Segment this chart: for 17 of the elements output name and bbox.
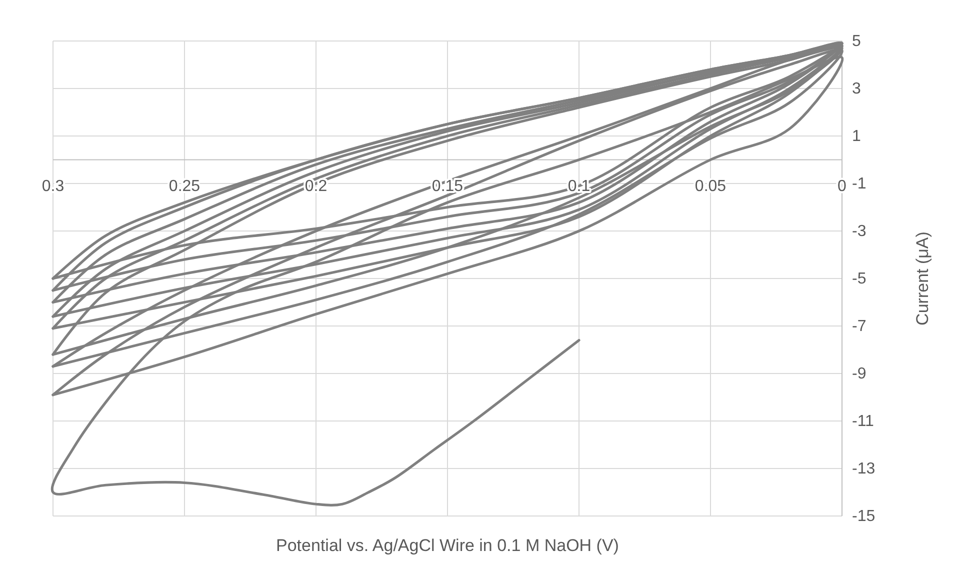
x-tick-label: 0.05 [694, 178, 726, 195]
y-tick-label: -3 [852, 223, 866, 240]
y-tick-label: -13 [852, 460, 876, 478]
y-tick-label: -5 [852, 270, 866, 288]
x-tick-label: 0.25 [168, 178, 200, 195]
y-tick-label: -9 [852, 366, 866, 382]
y-tick-label: 3 [852, 80, 861, 98]
y-tick-label: -1 [852, 176, 866, 192]
x-tick-label: 0.3 [42, 178, 64, 195]
y-axis-title: Current (μA) [913, 232, 932, 326]
y-tick-label: 5 [852, 33, 861, 50]
x-tick-label: 0 [838, 178, 847, 195]
y-tick-label: -11 [852, 413, 874, 430]
y-tick-label: -15 [852, 508, 876, 525]
y-tick-label: -7 [852, 318, 866, 335]
x-axis-title: Potential vs. Ag/AgCl Wire in 0.1 M NaOH (V) [276, 536, 619, 555]
y-tick-label: 1 [852, 128, 861, 145]
